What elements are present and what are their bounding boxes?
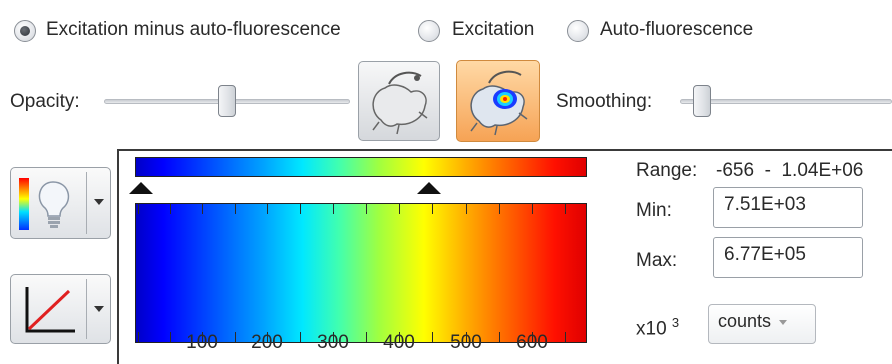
x-tick <box>202 332 203 342</box>
colormap-dropdown-button[interactable] <box>10 167 111 239</box>
grayscale-image-button[interactable] <box>358 61 440 141</box>
x-tick <box>532 204 533 214</box>
x-tick <box>432 204 433 214</box>
x-tick <box>532 332 533 342</box>
radio-excitation[interactable] <box>418 20 440 42</box>
x-tick <box>499 332 500 342</box>
radio-label-excitation-minus-af[interactable]: Excitation minus auto-fluorescence <box>46 19 341 40</box>
x-tick <box>366 332 367 342</box>
overlay-mouse-image-icon <box>470 70 528 136</box>
x-tick <box>366 204 367 214</box>
radio-label-auto-fluorescence[interactable]: Auto-fluorescence <box>600 19 754 40</box>
scale-base: x10 <box>636 318 667 340</box>
x-tick <box>138 332 139 342</box>
overlay-image-button[interactable] <box>456 60 540 142</box>
x-tick <box>432 332 433 342</box>
x-tick-label: 400 <box>383 332 415 353</box>
colormap-bulb-icon <box>19 178 70 230</box>
x-tick <box>466 332 467 342</box>
opacity-slider-thumb[interactable] <box>218 85 236 117</box>
colorbar <box>135 157 587 177</box>
radio-excitation-minus-af[interactable] <box>14 20 36 42</box>
max-field[interactable]: 6.77E+05 <box>713 237 863 278</box>
smoothing-slider-track[interactable] <box>680 99 892 104</box>
x-tick <box>138 204 139 214</box>
line-profile-dropdown-button[interactable] <box>10 274 111 344</box>
range-label: Range: <box>636 160 698 181</box>
min-field[interactable]: 7.51E+03 <box>713 187 863 228</box>
x-tick <box>267 204 268 214</box>
x-tick-label: 300 <box>317 332 349 353</box>
colormap-dropdown-separator <box>86 172 87 234</box>
scale-multiplier: x10 3 <box>636 315 679 340</box>
x-tick <box>235 204 236 214</box>
x-tick-label: 200 <box>251 332 283 353</box>
x-tick-label: 100 <box>186 332 218 353</box>
line-profile-dropdown-separator <box>86 279 87 339</box>
range-value: -656 - 1.04E+06 <box>716 160 864 181</box>
x-tick <box>170 332 171 342</box>
smoothing-label: Smoothing: <box>556 91 653 112</box>
grayscale-mouse-image-icon <box>372 71 428 135</box>
radio-label-excitation[interactable]: Excitation <box>452 19 535 40</box>
x-tick-label: 500 <box>450 332 482 353</box>
scale-exponent: 3 <box>671 315 680 330</box>
smoothing-slider-thumb[interactable] <box>693 85 711 117</box>
x-tick <box>466 204 467 214</box>
x-tick-label: 600 <box>516 332 548 353</box>
x-tick <box>565 332 566 342</box>
max-threshold-marker[interactable] <box>416 182 441 194</box>
opacity-label: Opacity: <box>10 91 80 112</box>
chevron-down-icon[interactable] <box>94 199 104 205</box>
x-tick <box>565 204 566 214</box>
chevron-down-icon <box>779 319 788 325</box>
chevron-down-icon[interactable] <box>94 306 104 312</box>
x-tick <box>202 204 203 214</box>
x-tick <box>235 332 236 342</box>
x-tick <box>333 204 334 214</box>
min-label: Min: <box>636 200 672 221</box>
x-tick <box>399 332 400 342</box>
x-tick <box>170 204 171 214</box>
units-dropdown[interactable]: counts <box>708 304 816 344</box>
x-tick <box>300 204 301 214</box>
x-tick <box>267 332 268 342</box>
units-value: counts <box>718 311 772 331</box>
radio-auto-fluorescence[interactable] <box>567 20 589 42</box>
x-tick <box>333 332 334 342</box>
x-tick <box>300 332 301 342</box>
x-tick <box>399 204 400 214</box>
histogram-gradient <box>135 203 587 343</box>
max-label: Max: <box>636 250 678 271</box>
x-tick <box>499 204 500 214</box>
line-profile-icon <box>25 287 75 333</box>
min-threshold-marker[interactable] <box>129 182 153 194</box>
